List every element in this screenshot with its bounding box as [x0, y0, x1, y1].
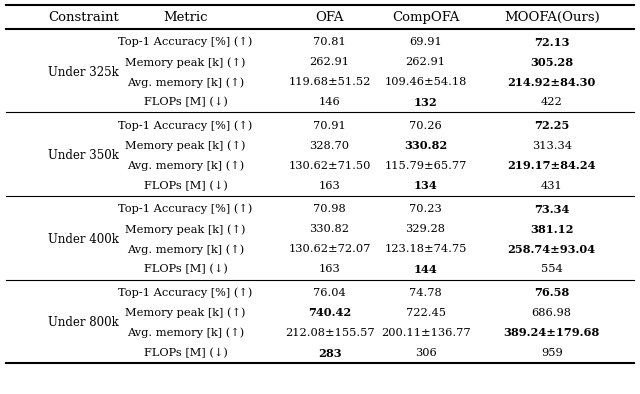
Text: 70.98: 70.98: [313, 204, 346, 214]
Text: 431: 431: [541, 181, 563, 191]
Text: 130.62±71.50: 130.62±71.50: [289, 161, 371, 171]
Text: 262.91: 262.91: [406, 57, 445, 67]
Text: 554: 554: [541, 264, 563, 275]
Text: 70.91: 70.91: [313, 121, 346, 131]
Text: 69.91: 69.91: [409, 37, 442, 47]
Text: 330.82: 330.82: [404, 140, 447, 151]
Text: OFA: OFA: [316, 11, 344, 24]
Text: 115.79±65.77: 115.79±65.77: [385, 161, 467, 171]
Text: Top-1 Accuracy [%] (↑): Top-1 Accuracy [%] (↑): [118, 288, 253, 298]
Text: 212.08±155.57: 212.08±155.57: [285, 328, 374, 338]
Text: Metric: Metric: [163, 11, 208, 24]
Text: 262.91: 262.91: [310, 57, 349, 67]
Text: Memory peak [k] (↑): Memory peak [k] (↑): [125, 57, 246, 67]
Text: 73.34: 73.34: [534, 204, 570, 215]
Text: Avg. memory [k] (↑): Avg. memory [k] (↑): [127, 77, 244, 87]
Text: 163: 163: [319, 264, 340, 275]
Text: 76.04: 76.04: [313, 288, 346, 298]
Text: 219.17±84.24: 219.17±84.24: [508, 160, 596, 171]
Text: Memory peak [k] (↑): Memory peak [k] (↑): [125, 224, 246, 234]
Text: 119.68±51.52: 119.68±51.52: [289, 77, 371, 87]
Text: 740.42: 740.42: [308, 307, 351, 318]
Text: 313.34: 313.34: [532, 141, 572, 151]
Text: FLOPs [M] (↓): FLOPs [M] (↓): [143, 181, 228, 191]
Text: 283: 283: [318, 348, 341, 359]
Text: 328.70: 328.70: [310, 141, 349, 151]
Text: 109.46±54.18: 109.46±54.18: [385, 77, 467, 87]
Text: 72.13: 72.13: [534, 37, 570, 48]
Text: FLOPs [M] (↓): FLOPs [M] (↓): [143, 97, 228, 108]
Text: 306: 306: [415, 348, 436, 358]
Text: Memory peak [k] (↑): Memory peak [k] (↑): [125, 141, 246, 151]
Text: Under 350k: Under 350k: [48, 149, 119, 162]
Text: 959: 959: [541, 348, 563, 358]
Text: Top-1 Accuracy [%] (↑): Top-1 Accuracy [%] (↑): [118, 204, 253, 214]
Text: 132: 132: [413, 97, 438, 108]
Text: Avg. memory [k] (↑): Avg. memory [k] (↑): [127, 328, 244, 338]
Text: 214.92±84.30: 214.92±84.30: [508, 77, 596, 88]
Text: 144: 144: [413, 264, 438, 275]
Text: 329.28: 329.28: [406, 224, 445, 234]
Text: 722.45: 722.45: [406, 308, 445, 318]
Text: 70.23: 70.23: [409, 204, 442, 214]
Text: Under 400k: Under 400k: [48, 233, 119, 246]
Text: 146: 146: [319, 97, 340, 108]
Text: 72.25: 72.25: [534, 120, 570, 131]
Text: CompOFA: CompOFA: [392, 11, 460, 24]
Text: FLOPs [M] (↓): FLOPs [M] (↓): [143, 348, 228, 358]
Text: Memory peak [k] (↑): Memory peak [k] (↑): [125, 308, 246, 318]
Text: 123.18±74.75: 123.18±74.75: [385, 244, 467, 255]
Text: 330.82: 330.82: [310, 224, 349, 234]
Text: 422: 422: [541, 97, 563, 108]
Text: Top-1 Accuracy [%] (↑): Top-1 Accuracy [%] (↑): [118, 121, 253, 131]
Text: Avg. memory [k] (↑): Avg. memory [k] (↑): [127, 244, 244, 255]
Text: Top-1 Accuracy [%] (↑): Top-1 Accuracy [%] (↑): [118, 37, 253, 47]
Text: FLOPs [M] (↓): FLOPs [M] (↓): [143, 264, 228, 275]
Text: 134: 134: [413, 180, 438, 191]
Text: 381.12: 381.12: [530, 224, 573, 235]
Text: 163: 163: [319, 181, 340, 191]
Text: Under 800k: Under 800k: [48, 316, 119, 329]
Text: 130.62±72.07: 130.62±72.07: [289, 244, 371, 255]
Text: 686.98: 686.98: [532, 308, 572, 318]
Text: 74.78: 74.78: [409, 288, 442, 298]
Text: Avg. memory [k] (↑): Avg. memory [k] (↑): [127, 161, 244, 171]
Text: 70.26: 70.26: [409, 121, 442, 131]
Text: 70.81: 70.81: [313, 37, 346, 47]
Text: Under 325k: Under 325k: [48, 66, 119, 79]
Text: 76.58: 76.58: [534, 287, 570, 298]
Text: 305.28: 305.28: [530, 57, 573, 68]
Text: 200.11±136.77: 200.11±136.77: [381, 328, 470, 338]
Text: Constraint: Constraint: [48, 11, 119, 24]
Text: MOOFA(Ours): MOOFA(Ours): [504, 11, 600, 24]
Text: 389.24±179.68: 389.24±179.68: [504, 327, 600, 338]
Text: 258.74±93.04: 258.74±93.04: [508, 244, 596, 255]
